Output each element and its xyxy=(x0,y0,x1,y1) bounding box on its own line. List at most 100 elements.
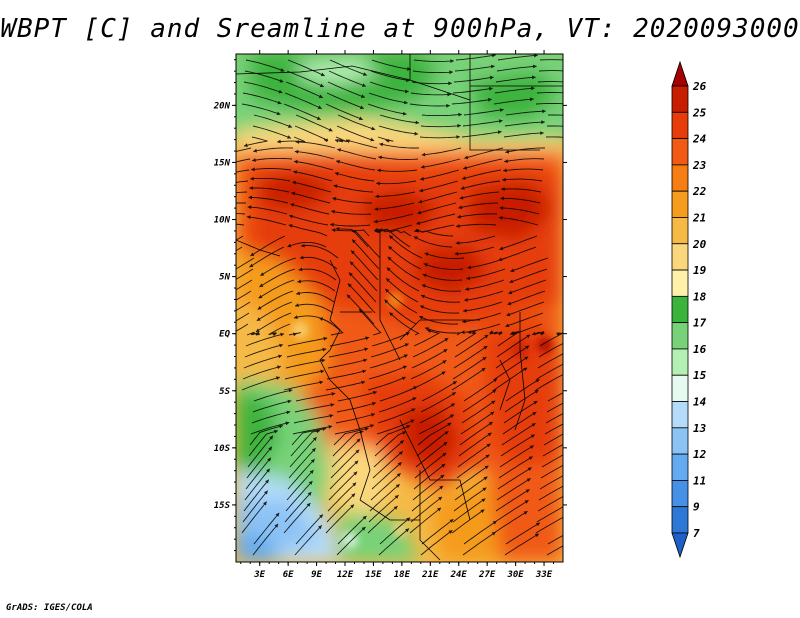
streamline xyxy=(494,87,535,94)
streamline xyxy=(283,502,311,534)
streamline xyxy=(329,336,370,347)
streamline-arrow xyxy=(394,495,399,499)
streamline xyxy=(367,103,407,115)
streamline-arrow xyxy=(449,70,453,75)
streamline xyxy=(325,103,363,121)
streamline xyxy=(413,59,454,62)
streamline xyxy=(459,421,493,446)
streamline xyxy=(503,400,538,424)
streamline-arrow xyxy=(530,97,534,102)
streamline-arrow xyxy=(573,447,577,450)
colorbar-swatch xyxy=(671,138,689,166)
streamline-arrow xyxy=(293,170,297,174)
streamline-arrow xyxy=(258,294,263,299)
streamline xyxy=(295,514,324,545)
streamline xyxy=(292,425,333,435)
streamline-arrow xyxy=(319,514,323,519)
colorbar-swatch xyxy=(671,217,689,245)
streamline-arrow xyxy=(420,176,424,181)
colorbar-swatch xyxy=(671,243,689,271)
lon-label: 3E xyxy=(253,570,265,580)
streamline-arrow xyxy=(417,210,422,215)
streamline xyxy=(285,81,323,99)
streamline-arrow xyxy=(480,509,485,514)
streamline-arrow xyxy=(402,111,407,116)
streamline xyxy=(379,517,411,545)
streamline-arrow xyxy=(578,405,582,409)
streamline-arrow xyxy=(508,290,513,295)
streamline-arrow xyxy=(362,369,367,374)
streamline-arrow xyxy=(386,267,391,272)
streamline xyxy=(503,168,544,172)
streamline xyxy=(377,408,416,424)
streamline xyxy=(501,422,536,446)
streamline xyxy=(535,102,563,105)
streamline-arrow xyxy=(280,332,285,337)
streamline xyxy=(331,210,372,215)
streamline xyxy=(256,301,293,322)
streamline xyxy=(419,180,459,192)
streamline-arrow xyxy=(286,410,291,415)
streamline xyxy=(244,468,271,501)
streamline xyxy=(294,303,334,314)
streamline xyxy=(386,267,420,292)
streamline-arrow xyxy=(356,438,361,443)
streamline xyxy=(421,284,462,292)
streamline-arrow xyxy=(353,471,358,476)
streamline-arrow xyxy=(288,124,292,128)
streamline xyxy=(327,81,366,98)
streamline xyxy=(511,323,543,335)
streamline xyxy=(247,435,274,468)
streamline xyxy=(504,389,539,413)
streamline xyxy=(464,290,504,301)
streamline xyxy=(499,235,538,250)
streamline xyxy=(452,87,493,94)
streamline-arrow xyxy=(352,239,356,244)
streamline-arrow xyxy=(372,401,376,406)
streamline-arrow xyxy=(293,332,297,337)
latitude-labels: 20N 15N 10N 5N EQ 5S 10S 15S xyxy=(213,101,231,511)
streamline-arrow xyxy=(276,111,281,116)
colorbar-swatch xyxy=(671,453,689,481)
streamline-arrow xyxy=(389,312,394,317)
streamline xyxy=(373,439,405,468)
streamline-arrow xyxy=(570,338,574,341)
streamline-arrow xyxy=(421,152,426,157)
streamline-arrow xyxy=(442,360,447,364)
streamline-arrow xyxy=(363,358,368,363)
streamline xyxy=(371,59,411,70)
streamline-arrow xyxy=(481,368,486,372)
streamline xyxy=(236,235,244,241)
streamline-arrow xyxy=(438,496,443,501)
streamline-arrow xyxy=(347,283,352,288)
streamline-arrow xyxy=(279,79,284,83)
streamline-arrow xyxy=(567,371,571,374)
streamline-arrow xyxy=(499,206,504,210)
streamline xyxy=(500,197,541,204)
streamline-arrow xyxy=(491,532,496,536)
lat-label: 15S xyxy=(214,501,231,511)
streamline-arrow xyxy=(379,142,384,147)
streamline-arrow xyxy=(244,143,248,148)
streamline xyxy=(454,334,489,358)
streamline xyxy=(259,268,296,288)
colorbar-label: 15 xyxy=(693,369,707,382)
streamline-arrow xyxy=(252,158,256,162)
streamline xyxy=(241,376,281,391)
streamline-arrow xyxy=(374,207,379,211)
streamline xyxy=(496,478,531,501)
streamline-arrow xyxy=(439,485,444,490)
streamline-arrow xyxy=(351,250,355,255)
streamline-arrow xyxy=(373,390,377,395)
colorbar-swatch xyxy=(671,269,689,297)
lon-label: 18E xyxy=(394,570,411,580)
streamline xyxy=(421,113,462,117)
colorbar-swatch xyxy=(671,401,689,429)
streamline xyxy=(418,191,458,203)
streamline-arrow xyxy=(277,139,281,144)
colorbar-label: 24 xyxy=(692,133,707,146)
streamline xyxy=(463,158,503,170)
streamline xyxy=(335,413,376,424)
streamline-arrow xyxy=(449,519,454,523)
streamline xyxy=(350,250,379,281)
